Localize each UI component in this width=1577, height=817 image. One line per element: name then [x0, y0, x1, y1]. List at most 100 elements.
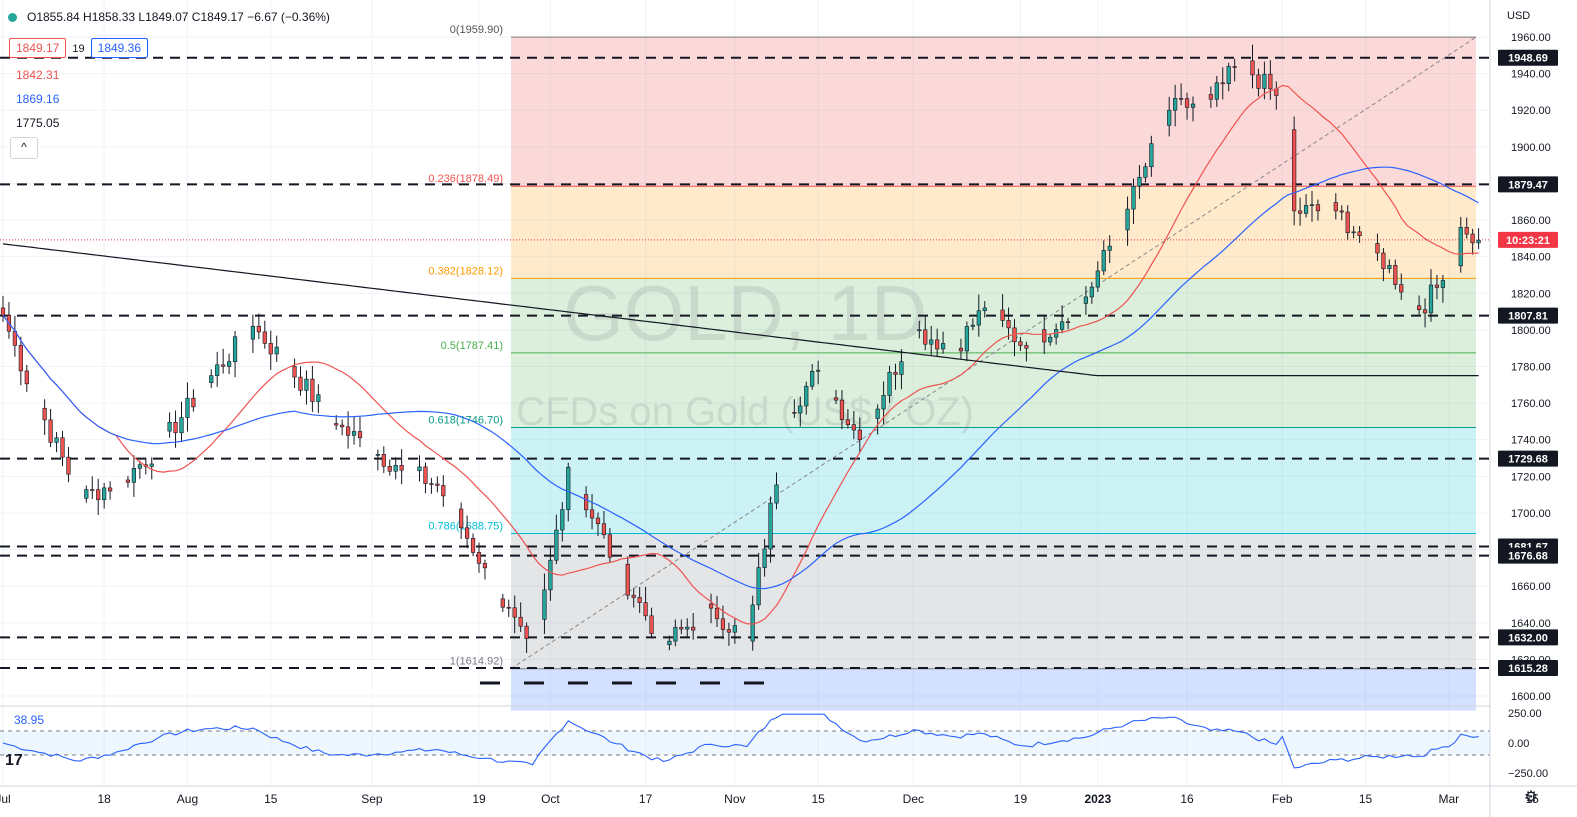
candle-body: [1065, 321, 1071, 324]
candle: [256, 313, 261, 340]
candle-body: [227, 361, 232, 367]
candle: [542, 573, 547, 634]
fib-zone: [511, 37, 1476, 187]
candle-body: [1333, 202, 1338, 212]
candle: [512, 595, 517, 634]
candle-body: [1381, 252, 1386, 270]
time-tick-label: Nov: [724, 792, 745, 806]
time-tick-label: 15: [264, 792, 278, 806]
candle-body: [1024, 345, 1029, 349]
candle-body: [792, 411, 797, 414]
candle-body: [673, 627, 678, 642]
gear-icon[interactable]: ⚙: [1523, 789, 1539, 806]
candle-body: [209, 375, 214, 383]
price-badge: 1676.68: [1498, 547, 1558, 564]
candle: [929, 325, 934, 356]
candle-body: [1060, 321, 1065, 330]
candle-body: [1375, 243, 1380, 254]
candle-body: [1107, 245, 1112, 251]
candle: [310, 365, 315, 412]
time-tick-label: 15: [811, 792, 825, 806]
price-badge-label: 1615.28: [1508, 663, 1548, 675]
candle-body: [935, 339, 940, 350]
time-tick-label: Oct: [541, 792, 560, 806]
price-badge: 1632.00: [1498, 629, 1558, 646]
candle: [607, 527, 612, 563]
candle: [304, 370, 309, 405]
candle: [18, 336, 23, 386]
candle: [756, 552, 761, 610]
candle-body: [18, 345, 23, 372]
candle-body: [1232, 66, 1237, 68]
candle: [667, 635, 672, 651]
price-tick-label: 1660.00: [1511, 581, 1551, 593]
candle: [191, 389, 196, 412]
candle-body: [292, 366, 297, 378]
candle: [524, 622, 529, 654]
candle: [1250, 44, 1255, 89]
price-badge: 1729.68: [1498, 450, 1558, 467]
ma50-line: [2, 166, 1479, 590]
candle-body: [1470, 233, 1475, 244]
indicator-tick-label: −250.00: [1508, 768, 1548, 780]
price-badge-bg: [1498, 49, 1558, 66]
candle: [1107, 235, 1112, 264]
candle: [1083, 286, 1088, 315]
candle-body: [518, 616, 523, 627]
candle: [1315, 199, 1321, 221]
tradingview-logo-icon: 17: [5, 752, 23, 769]
price-badge-label: 1729.68: [1508, 454, 1548, 466]
candle: [340, 419, 345, 436]
candle-body: [191, 397, 196, 408]
price-badge: 1615.28: [1498, 660, 1558, 677]
candle-body: [1018, 341, 1023, 346]
candle-body: [679, 627, 684, 630]
candle: [221, 348, 226, 374]
candle: [548, 546, 553, 601]
candle: [298, 366, 303, 396]
candle-body: [90, 489, 95, 491]
fib-zone: [511, 427, 1476, 534]
candle-body: [1464, 227, 1469, 235]
candles: [0, 44, 1481, 654]
grid-lines: [0, 0, 1533, 785]
candle-body: [215, 364, 220, 376]
price-tick-label: 1720.00: [1511, 471, 1551, 483]
candle-body: [940, 343, 946, 350]
collapse-legend-button[interactable]: ^: [10, 137, 38, 159]
candle: [714, 595, 720, 628]
price-badge: 1807.81: [1498, 307, 1558, 324]
candle-body: [221, 364, 226, 367]
candle: [179, 401, 184, 442]
time-tick-label: Feb: [1272, 792, 1293, 806]
ma20-line: [2, 84, 1479, 625]
candle: [1476, 228, 1481, 250]
candle-body: [845, 419, 850, 425]
candle-body: [48, 419, 53, 443]
candle-body: [1250, 60, 1255, 76]
candle-body: [429, 483, 434, 485]
candle-body: [102, 487, 107, 501]
time-tick-label: 2023: [1084, 792, 1111, 806]
watermark-description: CFDs on Gold (US$ / OZ): [516, 390, 974, 434]
price-badge-label: 1879.47: [1508, 179, 1548, 191]
candle-body: [923, 329, 928, 345]
candle: [595, 512, 601, 537]
candle: [1303, 194, 1309, 218]
candle-body: [810, 371, 815, 387]
candle: [185, 382, 190, 432]
candle: [1000, 294, 1005, 328]
candle: [1101, 240, 1106, 275]
candle-body: [357, 431, 363, 439]
candle: [209, 369, 214, 389]
candle: [1375, 233, 1380, 262]
candle: [464, 515, 470, 549]
candle-body: [268, 343, 273, 355]
candle-body: [459, 508, 464, 529]
candle-body: [316, 394, 321, 402]
candle: [1167, 96, 1172, 137]
candle: [774, 472, 779, 510]
candle: [1089, 281, 1094, 304]
price-badge-label: 1948.69: [1508, 53, 1548, 65]
